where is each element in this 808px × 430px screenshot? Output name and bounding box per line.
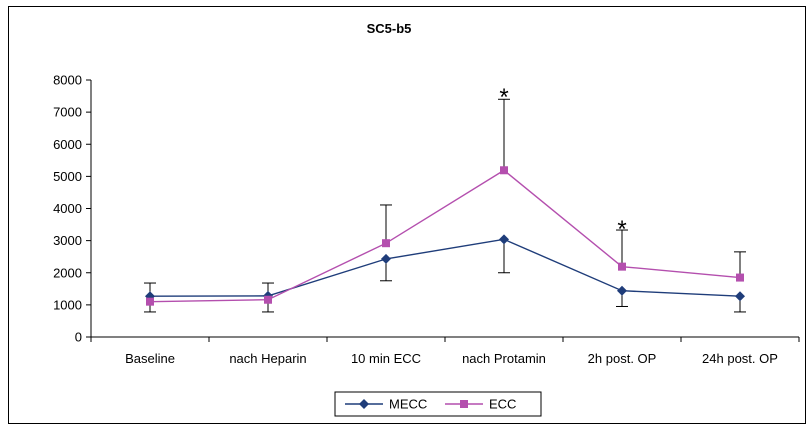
- y-tick-label: 5000: [53, 169, 82, 184]
- data-point-ecc: [264, 295, 272, 304]
- x-tick-label: 10 min ECC: [351, 351, 421, 366]
- series-lines: [149, 169, 741, 303]
- y-tick-label: 0: [75, 330, 82, 345]
- series-line-ecc: [149, 169, 741, 303]
- x-tick-label: nach Heparin: [229, 351, 306, 366]
- x-tick-label: 24h post. OP: [702, 351, 778, 366]
- axes: 0 1000 2000 3000 4000 5000 6000 7000 8000 Baselin…: [53, 73, 800, 366]
- data-point-ecc: [618, 262, 626, 271]
- y-tick-label: 1000: [53, 297, 82, 312]
- chart-frame: SC5-b5 0 1000 2000 3000 4000 5000 6000 7000 8000…: [8, 6, 806, 424]
- x-tick-label: Baseline: [125, 351, 175, 366]
- data-point-mecc: [499, 234, 509, 245]
- legend-marker-mecc: [359, 399, 369, 409]
- significance-marker: *: [617, 216, 626, 243]
- significance-marker: *: [499, 84, 508, 111]
- chart: SC5-b5 0 1000 2000 3000 4000 5000 6000 7000 8000…: [53, 21, 800, 417]
- legend-label-mecc: MECC: [389, 397, 427, 412]
- chart-title: SC5-b5: [367, 21, 412, 36]
- data-point-ecc: [146, 297, 154, 306]
- y-tick-label: 7000: [53, 105, 82, 120]
- y-tick-label: 2000: [53, 265, 82, 280]
- y-tick-label: 6000: [53, 137, 82, 152]
- data-point-mecc: [735, 291, 745, 302]
- annotations: **: [499, 84, 626, 243]
- x-tick-label: nach Protamin: [462, 351, 546, 366]
- data-point-ecc: [500, 166, 508, 175]
- legend-marker-ecc: [460, 400, 468, 408]
- x-tick-label: 2h post. OP: [588, 351, 657, 366]
- legend-label-ecc: ECC: [489, 397, 516, 412]
- data-point-mecc: [617, 285, 627, 296]
- legend: MECC ECC: [334, 391, 542, 417]
- series-markers: [145, 166, 745, 306]
- data-point-mecc: [381, 253, 391, 264]
- y-tick-label: 8000: [53, 73, 82, 88]
- y-tick-label: 4000: [53, 201, 82, 216]
- error-bars: [144, 98, 746, 313]
- y-tick-label: 3000: [53, 233, 82, 248]
- data-point-ecc: [382, 239, 390, 248]
- data-point-ecc: [736, 273, 744, 282]
- series-line-mecc: [149, 238, 741, 297]
